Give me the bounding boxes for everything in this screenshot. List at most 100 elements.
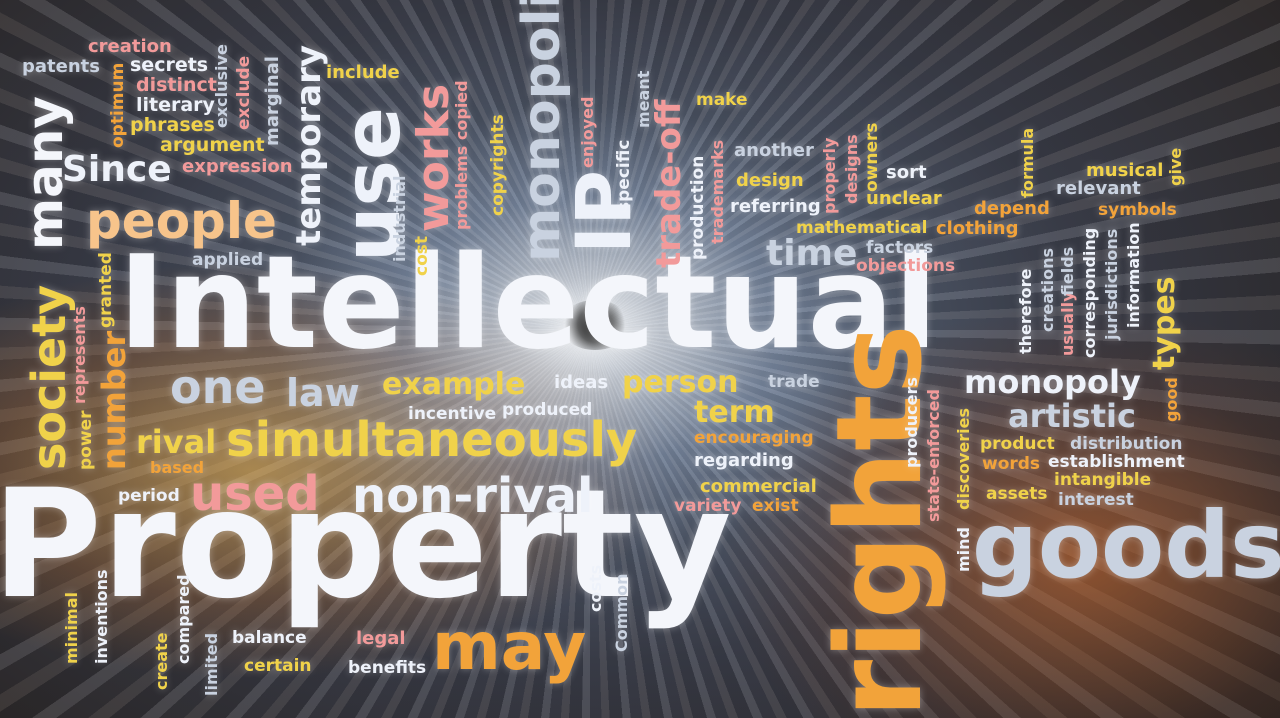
word-used: used [190,466,320,522]
word-person: person [622,365,739,400]
word-assets: assets [986,484,1048,504]
word-properly: properly [820,137,839,214]
word-time: time [766,233,858,274]
word-mathematical: mathematical [796,218,928,238]
word-works: works [408,83,459,232]
word-jurisdictions: jurisdictions [1102,228,1121,340]
word-law: law [286,371,360,415]
word-clothing: clothing [936,218,1019,239]
word-include: include [326,62,400,83]
word-establishment: establishment [1048,452,1185,472]
word-cost: cost [412,235,432,276]
word-exist: exist [752,496,799,516]
word-granted: granted [96,252,116,328]
word-problems-copied: problems copied [452,80,471,230]
word-monopoli: monopoli [512,0,572,262]
word-relevant: relevant [1056,178,1141,199]
word-since: Since [62,149,172,190]
word-interest: interest [1058,490,1134,510]
word-produced: produced [502,400,593,420]
word-simultaneously: simultaneously [226,412,638,468]
word-mind: mind [954,527,973,572]
word-trade-off: trade-off [649,99,689,268]
word-patents: patents [22,56,100,77]
word-rival: rival [136,423,217,461]
word-legal: legal [356,628,406,649]
word-intellectual: Intellectual [118,229,938,378]
word-ideas: ideas [554,372,609,393]
word-based: based [150,458,205,477]
word-incentive: incentive [408,404,497,424]
word-corresponding: corresponding [1080,227,1099,358]
word-make: make [696,90,748,110]
word-artistic: artistic [1008,397,1136,435]
word-sort: sort [886,162,927,183]
word-formula: formula [1018,127,1037,198]
word-state-enforced: state-enforced [924,389,943,522]
word-one: one [170,360,266,414]
word-monopoly: monopoly [964,363,1141,401]
word-production: production [688,155,708,260]
word-product: product [980,434,1055,454]
light-burst-center [560,300,630,350]
word-depend: depend [974,198,1050,219]
word-design: design [736,170,804,191]
word-musical: musical [1086,160,1164,181]
word-regarding: regarding [694,450,794,471]
word-inventions: inventions [92,569,111,664]
word-enjoyed: enjoyed [578,96,597,168]
word-copyrights: copyrights [488,114,508,216]
word-designs: designs [842,134,861,204]
word-temporary: temporary [289,44,329,246]
word-marginal: marginal [262,56,283,146]
word-variety: variety [674,496,742,516]
word-expression: expression [182,156,293,177]
word-good: good [1162,377,1181,422]
word-words: words [982,454,1041,474]
word-trademarks: trademarks [708,139,727,244]
word-society: society [22,284,76,470]
word-information: information [1124,222,1143,328]
word-industrial: industrial [390,175,409,262]
word-benefits: benefits [348,658,427,678]
word-objections: objections [856,256,956,276]
word-limited: limited [202,632,221,696]
word-commercial: commercial [700,476,817,497]
word-secrets: secrets [130,54,209,76]
word-minimal: minimal [62,592,81,664]
word-phrases: phrases [130,114,215,136]
word-encouraging: encouraging [694,428,814,448]
word-example: example [382,367,526,402]
word-may: may [432,608,587,685]
word-distribution: distribution [1070,434,1183,454]
word-producers: producers [902,377,921,468]
word-people: people [86,192,277,250]
word-compared: compared [174,574,193,664]
word-applied: applied [192,250,264,270]
word-balance: balance [232,628,307,648]
word-term: term [694,395,775,430]
word-intangible: intangible [1054,470,1152,490]
word-optimum: optimum [108,62,128,148]
word-usually: usually [1058,291,1077,357]
word-costs: costs [586,564,605,612]
word-literary: literary [136,94,215,116]
word-symbols: symbols [1098,200,1177,220]
word-non-rival: non-rival [352,468,594,524]
word-exclusive: exclusive [212,44,231,128]
word-therefore: therefore [1016,268,1035,354]
word-property: Property [0,458,732,632]
word-discoveries: discoveries [954,408,973,510]
word-trade: trade [768,372,820,392]
word-period: period [118,486,180,506]
word-represents: represents [70,306,89,404]
word-argument: argument [160,134,265,156]
word-specific: specific [614,139,634,212]
word-referring: referring [730,196,821,217]
word-distinct: distinct [136,74,217,96]
word-another: another [734,140,814,161]
word-owners: owners [862,122,882,192]
word-common: Common [612,573,631,652]
word-exclude: exclude [234,55,254,130]
